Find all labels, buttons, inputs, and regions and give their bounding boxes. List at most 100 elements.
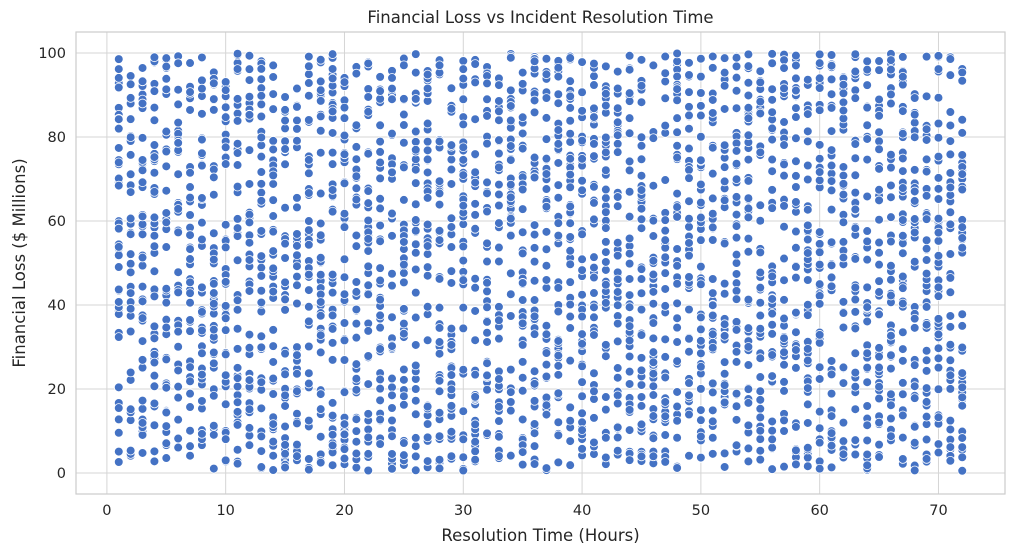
data-point bbox=[577, 135, 587, 146]
data-point bbox=[636, 288, 647, 299]
data-point bbox=[137, 281, 148, 292]
data-point bbox=[256, 431, 267, 442]
data-point bbox=[826, 126, 837, 136]
data-point bbox=[684, 333, 694, 344]
data-point bbox=[410, 287, 421, 298]
data-point bbox=[826, 237, 837, 248]
data-point bbox=[636, 55, 647, 65]
data-point bbox=[719, 357, 730, 367]
data-point bbox=[470, 282, 480, 293]
data-point bbox=[577, 106, 587, 116]
data-point bbox=[814, 406, 825, 417]
data-point bbox=[375, 136, 385, 147]
data-point bbox=[589, 312, 599, 323]
data-point bbox=[826, 103, 837, 113]
data-point bbox=[280, 294, 290, 305]
data-point bbox=[743, 90, 754, 101]
data-point bbox=[494, 374, 504, 384]
data-point bbox=[244, 110, 255, 120]
data-point bbox=[232, 255, 243, 266]
data-point bbox=[529, 329, 540, 339]
data-point bbox=[802, 452, 813, 463]
data-point bbox=[636, 380, 647, 390]
data-point bbox=[197, 348, 207, 359]
data-point bbox=[482, 358, 492, 368]
data-point bbox=[505, 311, 516, 321]
data-point bbox=[494, 200, 504, 211]
data-point bbox=[553, 180, 564, 190]
data-point bbox=[565, 245, 575, 256]
data-point bbox=[351, 436, 362, 447]
data-point bbox=[517, 184, 528, 195]
data-point bbox=[624, 248, 635, 259]
data-point bbox=[339, 149, 350, 160]
data-point bbox=[292, 418, 302, 429]
data-point bbox=[589, 112, 599, 122]
data-point bbox=[957, 75, 968, 86]
data-point bbox=[280, 448, 290, 459]
data-point bbox=[791, 50, 801, 61]
data-point bbox=[743, 49, 754, 60]
data-point bbox=[375, 383, 385, 394]
data-point bbox=[850, 170, 861, 181]
data-point bbox=[921, 345, 932, 356]
data-point bbox=[256, 179, 267, 189]
data-point bbox=[494, 96, 504, 106]
data-point bbox=[838, 113, 849, 124]
data-point bbox=[351, 120, 362, 131]
data-point bbox=[814, 299, 825, 309]
data-point bbox=[826, 89, 837, 100]
data-point bbox=[387, 280, 397, 291]
data-point bbox=[280, 390, 290, 401]
data-point bbox=[802, 174, 813, 185]
data-point bbox=[684, 110, 694, 121]
data-point bbox=[755, 425, 766, 436]
data-point bbox=[957, 368, 968, 378]
data-point bbox=[292, 102, 302, 112]
data-point bbox=[173, 414, 183, 425]
data-point bbox=[173, 381, 183, 392]
data-point bbox=[719, 288, 730, 299]
data-point bbox=[209, 463, 219, 474]
data-point bbox=[315, 431, 326, 442]
data-point bbox=[874, 362, 884, 373]
data-point bbox=[898, 271, 908, 282]
data-point bbox=[696, 384, 706, 394]
data-point bbox=[850, 381, 861, 392]
data-point bbox=[814, 153, 825, 164]
data-point bbox=[268, 195, 279, 205]
data-point bbox=[743, 323, 754, 333]
data-point bbox=[470, 59, 480, 69]
data-point bbox=[149, 291, 160, 302]
data-point bbox=[173, 138, 183, 148]
data-point bbox=[268, 373, 279, 384]
data-point bbox=[814, 167, 825, 177]
data-point bbox=[541, 400, 552, 411]
data-point bbox=[589, 252, 599, 262]
data-point bbox=[232, 444, 243, 455]
data-point bbox=[268, 389, 279, 399]
data-point bbox=[375, 147, 385, 157]
data-point bbox=[339, 208, 350, 219]
data-point bbox=[612, 103, 623, 113]
data-point bbox=[446, 370, 457, 380]
data-point bbox=[434, 274, 445, 284]
data-point bbox=[589, 413, 599, 423]
data-point bbox=[779, 55, 789, 65]
data-point bbox=[672, 127, 682, 138]
data-point bbox=[779, 221, 789, 232]
data-point bbox=[624, 425, 635, 435]
data-point bbox=[541, 329, 552, 340]
data-point bbox=[351, 414, 362, 424]
data-point bbox=[113, 123, 124, 134]
data-point bbox=[731, 146, 742, 156]
data-point bbox=[731, 158, 742, 169]
data-point bbox=[209, 172, 219, 183]
data-point bbox=[707, 208, 718, 219]
data-point bbox=[850, 348, 861, 359]
data-point bbox=[945, 70, 956, 80]
data-point bbox=[672, 212, 682, 222]
data-point bbox=[791, 60, 801, 71]
data-point bbox=[648, 231, 659, 241]
data-point bbox=[672, 278, 682, 289]
